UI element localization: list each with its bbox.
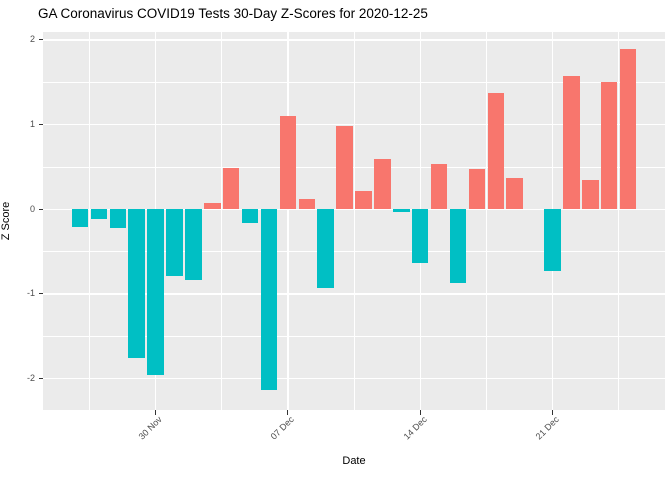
bar-2020-12-11 [355, 190, 372, 210]
bar-2020-12-16 [449, 209, 467, 283]
bar-2020-12-05 [241, 209, 259, 223]
chart-title: GA Coronavirus COVID19 Tests 30-Day Z-Sc… [38, 6, 428, 21]
bar-2020-12-23 [582, 179, 599, 210]
minor-gridline-x [618, 32, 620, 410]
y-axis-tick [38, 39, 43, 41]
major-gridline-y [43, 377, 665, 380]
y-axis-title: Z Score [0, 201, 12, 241]
bar-2020-11-29 [128, 209, 145, 359]
minor-gridline-x [89, 32, 90, 410]
bar-2020-12-06 [260, 209, 278, 390]
x-axis-tick [155, 410, 157, 415]
major-gridline-x [287, 32, 289, 410]
y-tick-label: 2 [29, 34, 35, 45]
bar-2020-12-03 [204, 203, 221, 210]
bar-2020-12-10 [336, 126, 353, 210]
bar-2020-12-07 [279, 116, 297, 210]
bar-2020-12-14 [411, 209, 429, 264]
x-tick-label: 21 Dec [533, 414, 561, 442]
bar-2020-12-08 [298, 199, 316, 210]
plot-panel [43, 32, 665, 410]
minor-gridline-x [221, 32, 223, 410]
major-gridline-y [43, 208, 665, 210]
minor-gridline-x [486, 32, 487, 410]
bar-2020-12-01 [166, 209, 183, 277]
bar-2020-12-17 [468, 168, 486, 210]
x-tick-label: 30 Nov [136, 414, 164, 442]
x-axis-title: Date [342, 455, 366, 467]
bar-2020-11-27 [90, 209, 108, 220]
bar-2020-12-02 [185, 209, 202, 281]
bar-2020-12-12 [374, 159, 391, 210]
major-gridline-y [43, 123, 665, 126]
y-tick-label: -2 [26, 373, 35, 384]
bar-2020-12-04 [222, 167, 240, 210]
y-tick-label: 0 [29, 203, 35, 214]
major-gridline-y [43, 39, 665, 41]
bar-2020-12-19 [506, 177, 523, 210]
x-axis-tick [287, 410, 289, 415]
bar-2020-12-18 [487, 93, 505, 210]
bar-2020-12-09 [317, 209, 334, 289]
y-axis-tick [38, 208, 43, 210]
bar-2020-11-26 [71, 209, 89, 228]
bar-2020-12-13 [393, 209, 410, 212]
major-gridline-y [43, 293, 665, 295]
x-tick-label: 14 Dec [401, 414, 429, 442]
bar-2020-12-22 [563, 76, 580, 210]
bar-2020-12-25 [619, 49, 637, 210]
minor-gridline-x [353, 32, 355, 410]
y-axis-tick [38, 124, 43, 126]
y-axis-tick [38, 293, 43, 295]
bar-2020-11-28 [109, 209, 127, 228]
y-axis-tick [38, 378, 43, 380]
bar-2020-12-24 [600, 82, 618, 210]
bar-2020-12-15 [430, 163, 448, 210]
x-tick-label: 07 Dec [269, 414, 297, 442]
x-axis-tick [552, 410, 553, 415]
y-tick-label: 1 [29, 119, 35, 130]
bar-2020-11-30 [147, 209, 164, 376]
x-axis-tick [419, 410, 421, 415]
y-tick-label: -1 [26, 288, 35, 299]
bar-2020-12-21 [544, 209, 561, 272]
